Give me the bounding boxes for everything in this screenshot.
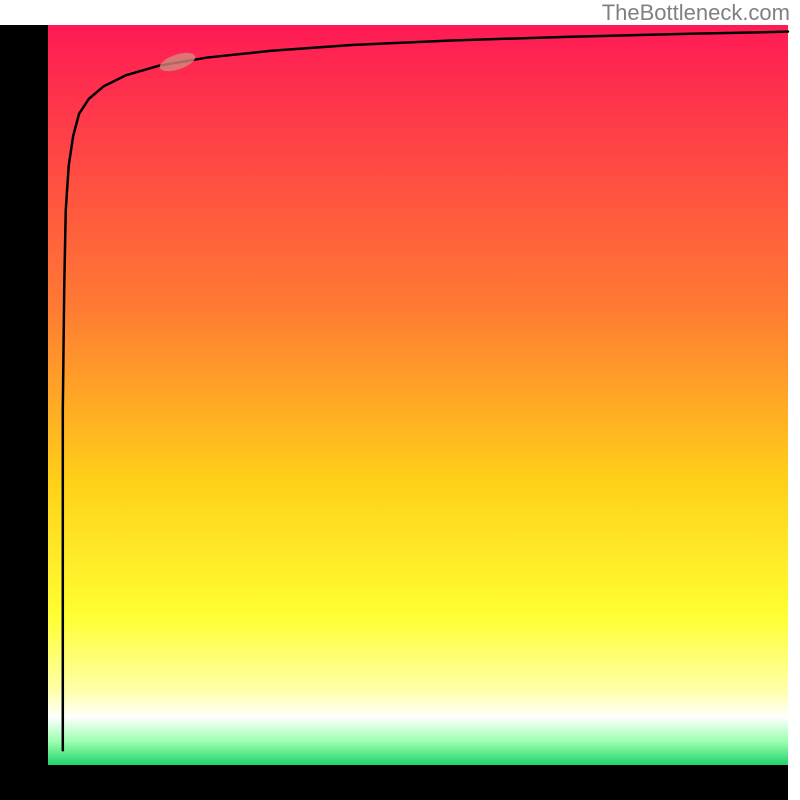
axis-bottom-border bbox=[0, 765, 788, 800]
axis-left-border bbox=[0, 25, 48, 800]
plot-background bbox=[48, 25, 788, 765]
bottleneck-chart bbox=[0, 0, 800, 800]
watermark-text: TheBottleneck.com bbox=[602, 0, 790, 26]
chart-container: TheBottleneck.com bbox=[0, 0, 800, 800]
